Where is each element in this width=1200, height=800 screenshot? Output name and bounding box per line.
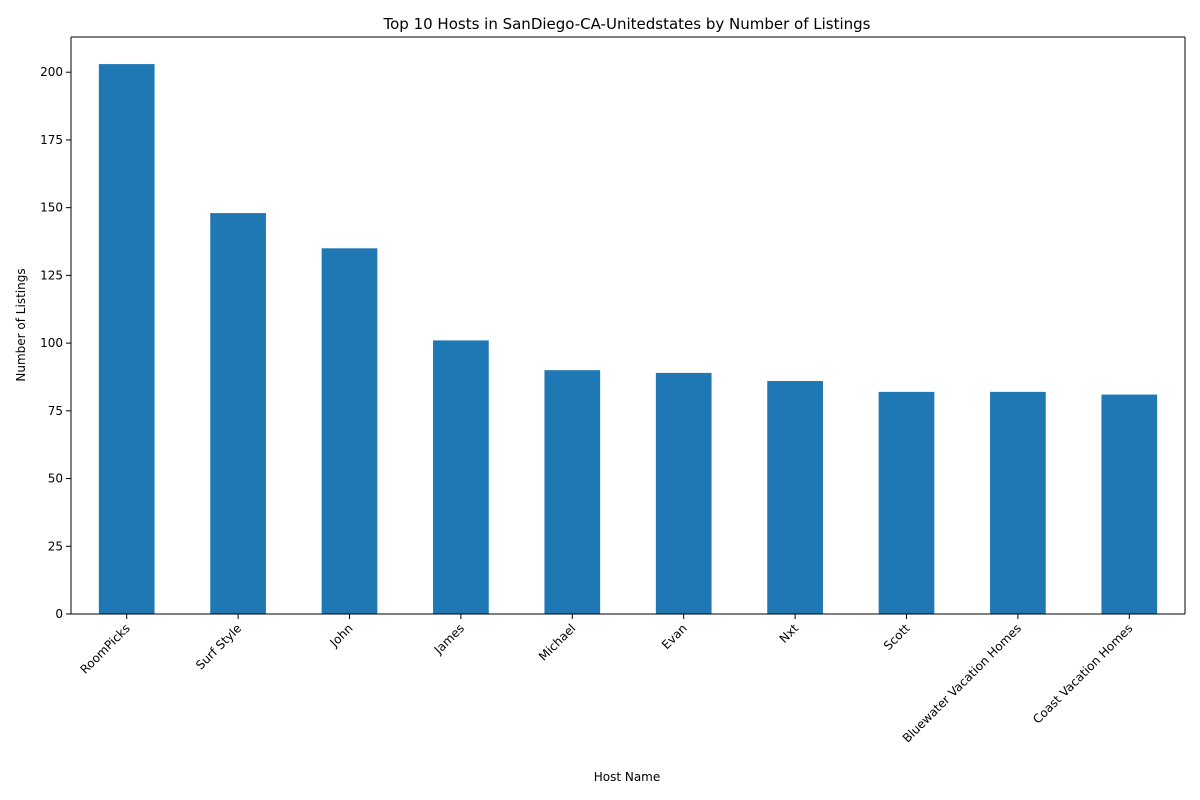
bar-surf-style <box>210 213 266 614</box>
y-tick-label: 0 <box>55 607 63 621</box>
x-tick-label: Surf Style <box>193 621 244 672</box>
bar-nxt <box>767 381 823 614</box>
x-tick-label: Scott <box>881 621 913 653</box>
bar-roompicks <box>98 64 155 615</box>
y-axis-label: Number of Listings <box>14 268 28 381</box>
x-axis-label: Host Name <box>594 770 661 784</box>
y-tick-label: 75 <box>48 404 63 418</box>
bar-evan <box>655 372 712 614</box>
bars-layer <box>98 64 1158 615</box>
bar-coast-vacation-homes <box>1101 394 1158 614</box>
y-tick-label: 175 <box>40 133 63 147</box>
y-tick-label: 50 <box>48 472 63 486</box>
x-tick-label: Nxt <box>777 621 802 646</box>
bar-bluewater-vacation-homes <box>990 391 1046 614</box>
y-tick-label: 150 <box>40 201 63 215</box>
x-tick-label: Evan <box>659 621 690 652</box>
bar-john <box>321 248 378 615</box>
x-tick-label: John <box>327 621 356 650</box>
x-tick-label: Bluewater Vacation Homes <box>900 621 1024 745</box>
y-tick-label: 200 <box>40 65 63 79</box>
bar-michael <box>544 370 601 614</box>
x-tick-label: James <box>431 621 467 657</box>
x-tick-label: RoomPicks <box>77 621 132 676</box>
y-tick-label: 125 <box>40 268 63 282</box>
bar-james <box>433 340 489 614</box>
bar-scott <box>878 391 935 614</box>
x-tick-label: Michael <box>536 621 578 663</box>
chart-title: Top 10 Hosts in SanDiego-CA-Unitedstates… <box>382 15 870 33</box>
y-tick-label: 25 <box>48 539 63 553</box>
y-tick-label: 100 <box>40 336 63 350</box>
x-tick-label: Coast Vacation Homes <box>1030 621 1135 726</box>
x-axis: RoomPicks Surf Style John James Michael Evan N… <box>77 614 1135 745</box>
y-axis: 0 25 50 75 100 125 150 175 200 <box>40 36 1186 621</box>
